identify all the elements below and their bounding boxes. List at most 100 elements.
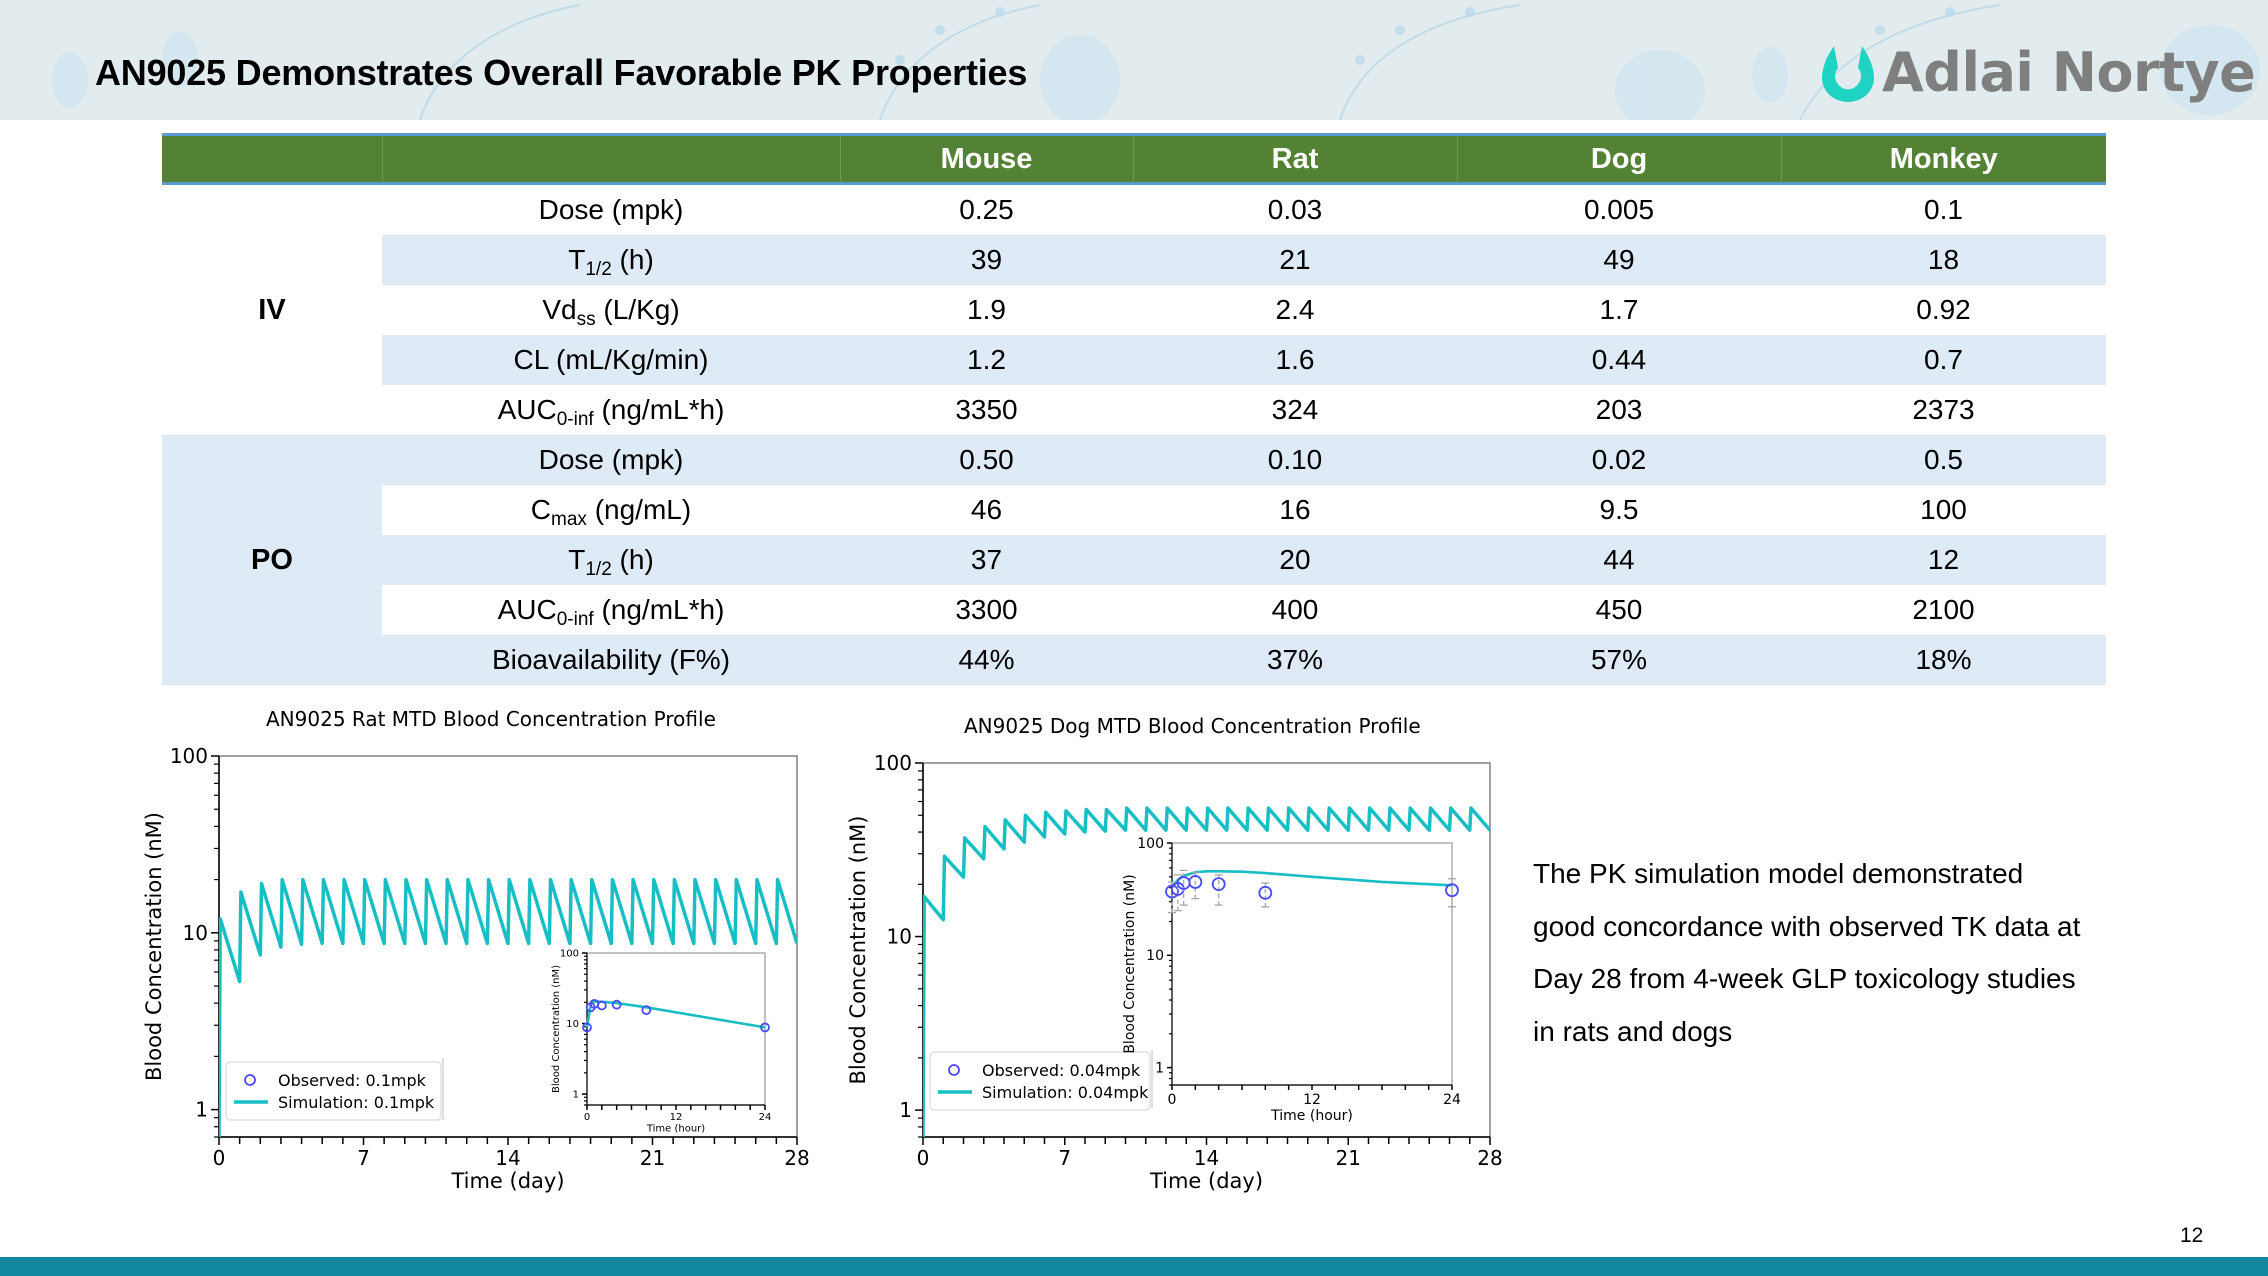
parameter-unit: (ng/mL*h) <box>593 394 725 425</box>
parameter-unit: (mpk) <box>604 194 684 225</box>
parameter-name: AUC <box>497 394 557 425</box>
value-cell-dog: 0.02 <box>1457 435 1781 485</box>
summary-line: The PK simulation model demonstrated <box>1533 858 2024 889</box>
value-cell-mouse: 0.25 <box>840 183 1133 235</box>
rat-inset-observed-point <box>611 999 622 1010</box>
dog-x-tick-label: 0 <box>917 1146 930 1170</box>
dog-x-tick-label: 21 <box>1336 1146 1361 1170</box>
rat-x-tick-label: 7 <box>357 1146 370 1170</box>
value-cell-rat: 0.10 <box>1133 435 1457 485</box>
value-cell-rat: 16 <box>1133 485 1457 535</box>
table-row: Cmax (ng/mL) 46 16 9.5 100 <box>162 485 2106 535</box>
rat-legend-simulation-label: Simulation: 0.1mpk <box>278 1093 435 1112</box>
value-cell-dog: 450 <box>1457 585 1781 635</box>
dog-inset-x-tick-label: 24 <box>1443 1092 1461 1108</box>
table-row: Bioavailability (F%) 44% 37% 57% 18% <box>162 635 2106 685</box>
parameter-label: T1/2 (h) <box>382 535 840 585</box>
value-cell-mouse: 0.50 <box>840 435 1133 485</box>
parameter-label: Dose (mpk) <box>382 435 840 485</box>
parameter-name: Dose <box>538 194 605 225</box>
rat-inset-x-axis-label: Time (hour) <box>646 1124 705 1135</box>
parameter-subscript: max <box>551 509 587 530</box>
rat-x-tick-label: 14 <box>495 1146 520 1170</box>
rat-y-tick-label: 1 <box>195 1098 208 1122</box>
dog-y-tick-label: 1 <box>899 1098 912 1122</box>
value-cell-mouse: 46 <box>840 485 1133 535</box>
route-group-label: PO <box>162 435 382 685</box>
parameter-subscript: 1/2 <box>585 559 612 580</box>
company-logo: Adlai Nortye <box>1822 40 2256 104</box>
parameter-subscript: 0-inf <box>556 409 594 430</box>
table-row: Vdss (L/Kg) 1.9 2.4 1.7 0.92 <box>162 285 2106 335</box>
rat-inset-observed-point <box>641 1005 652 1016</box>
table-row: T1/2 (h) 37 20 44 12 <box>162 535 2106 585</box>
parameter-name: Dose <box>538 444 605 475</box>
summary-line: good concordance with observed TK data a… <box>1533 910 2081 942</box>
value-cell-monkey: 0.1 <box>1781 183 2106 235</box>
summary-text: The PK simulation model demonstrated goo… <box>1533 848 2113 1058</box>
slide-header: AN9025 Demonstrates Overall Favorable PK… <box>0 0 2268 120</box>
parameter-name: Bioavailability (F%) <box>491 644 731 675</box>
dog-inset-y-tick-label: 1 <box>1155 1061 1164 1077</box>
rat-inset-y-tick-label: 1 <box>573 1090 579 1101</box>
parameter-name: C <box>530 494 552 525</box>
table-row: AUC0-inf (ng/mL*h) 3350 324 203 2373 <box>162 385 2106 435</box>
table-row: AUC0-inf (ng/mL*h) 3300 400 450 2100 <box>162 585 2106 635</box>
value-cell-dog: 44 <box>1457 535 1781 585</box>
rat-inset-x-tick-label: 0 <box>584 1112 590 1123</box>
value-cell-mouse: 3300 <box>840 585 1133 635</box>
value-cell-dog: 203 <box>1457 385 1781 435</box>
rat-y-tick-label: 100 <box>170 744 208 768</box>
parameter-unit: (L/Kg) <box>595 294 680 325</box>
logo-wordmark: Adlai Nortye <box>1882 40 2256 104</box>
dog-inset-observed-point <box>1211 877 1226 892</box>
rat-x-tick-label: 28 <box>784 1146 809 1170</box>
dog-legend-observed-label: Observed: 0.04mpk <box>982 1061 1141 1080</box>
parameter-unit: (h) <box>611 244 654 275</box>
parameter-label: Bioavailability (F%) <box>382 635 840 685</box>
rat-legend-observed-marker <box>244 1074 256 1086</box>
value-cell-dog: 49 <box>1457 235 1781 285</box>
value-cell-dog: 57% <box>1457 635 1781 685</box>
parameter-label: CL (mL/Kg/min) <box>382 335 840 385</box>
dog-inset-y-tick-label: 100 <box>1137 836 1164 852</box>
rat-inset-observed-point <box>582 1022 592 1033</box>
dog-inset-y-axis-label: Blood Concentration (nM) <box>1122 874 1138 1053</box>
rat-inset-y-tick-label: 10 <box>566 1019 579 1030</box>
value-cell-mouse: 1.2 <box>840 335 1133 385</box>
dog-inset-y-tick-label: 10 <box>1146 948 1164 964</box>
dog-inset-x-tick-label: 12 <box>1303 1092 1321 1108</box>
parameter-label: T1/2 (h) <box>382 235 840 285</box>
value-cell-rat: 37% <box>1133 635 1457 685</box>
rat-inset-y-tick-label: 100 <box>560 949 579 960</box>
value-cell-rat: 0.03 <box>1133 183 1457 235</box>
dog-legend-box <box>929 1051 1151 1111</box>
dog-y-tick-label: 100 <box>874 751 912 775</box>
value-cell-dog: 0.44 <box>1457 335 1781 385</box>
parameter-unit: (ng/mL*h) <box>593 594 725 625</box>
value-cell-dog: 0.005 <box>1457 183 1781 235</box>
rat-y-tick-label: 10 <box>183 921 208 945</box>
rat-inset-plot-area <box>586 952 766 1106</box>
parameter-unit: (h) <box>611 544 654 575</box>
dog-legend-simulation-label: Simulation: 0.04mpk <box>982 1083 1149 1102</box>
table-row: PO Dose (mpk) 0.50 0.10 0.02 0.5 <box>162 435 2106 685</box>
table-header-row: Mouse Rat Dog Monkey <box>162 133 2106 185</box>
value-cell-mouse: 39 <box>840 235 1133 285</box>
column-header-mouse: Mouse <box>839 133 1133 185</box>
rat-x-tick-label: 21 <box>640 1146 665 1170</box>
value-cell-dog: 1.7 <box>1457 285 1781 335</box>
value-cell-dog: 9.5 <box>1457 485 1781 535</box>
value-cell-rat: 400 <box>1133 585 1457 635</box>
page-number: 12 <box>2180 1224 2204 1247</box>
rat-simulation-line <box>219 877 797 1137</box>
parameter-label: AUC0-inf (ng/mL*h) <box>382 385 840 435</box>
rat-inset-observed-point <box>760 1022 770 1033</box>
rat-inset-y-axis-label: Blood Concentration (nM) <box>551 965 562 1093</box>
droplet-logo-icon <box>1822 46 1874 102</box>
route-group-label: IV <box>162 183 382 435</box>
value-cell-rat: 1.6 <box>1133 335 1457 385</box>
table-row: IV Dose (mpk) 0.25 0.03 0.005 0.1 <box>162 183 2106 435</box>
dog-simulation-line <box>923 806 1490 1137</box>
